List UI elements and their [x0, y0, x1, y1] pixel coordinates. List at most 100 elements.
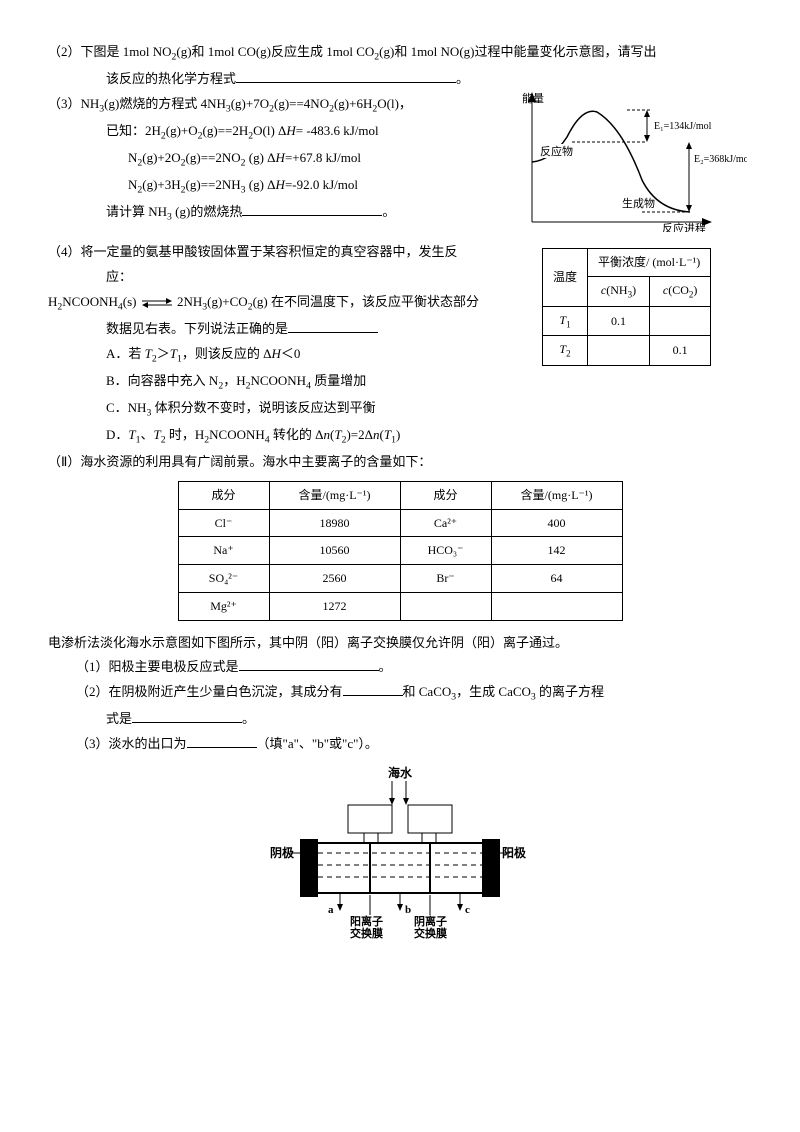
t: (g)+3H — [142, 177, 180, 192]
td: Mg²⁺ — [178, 592, 269, 620]
th: c(NH3) — [588, 277, 650, 306]
e1-label: E₁=134kJ/mol — [654, 121, 712, 132]
t: =+67.8 kJ/mol — [285, 150, 361, 165]
blank — [132, 709, 242, 723]
q4-row: （4）将一定量的氨基甲酸铵固体置于某容积恒定的真空容器中，发生反 应： H2NC… — [48, 240, 752, 450]
q3-k3: N2(g)+3H2(g)==2NH3 (g) ΔH=-92.0 kJ/mol — [48, 173, 522, 200]
xlabel: 反应进程 — [662, 221, 706, 232]
t: (g)+O — [166, 123, 198, 138]
td — [400, 592, 491, 620]
energy-chart-svg: 能量 E₁=134kJ/mol E₂=368kJ/mol 反应物 生成物 反应进… — [522, 92, 747, 232]
t: 该反应的热化学方程式 — [106, 71, 236, 86]
label: b — [405, 904, 411, 916]
t: 式是 — [106, 711, 132, 726]
ion-table-wrap: 成分 含量/(mg·L⁻¹) 成分 含量/(mg·L⁻¹) Cl⁻18980Ca… — [48, 481, 752, 621]
optA: A．若 T2＞T1，则该反应的 ΔH＜0 — [48, 342, 542, 369]
td: T1 — [543, 306, 588, 335]
q4-table-wrap: 温度 平衡浓度/ (mol·L⁻¹) c(NH3) c(CO2) T1 0.1 … — [542, 240, 752, 450]
t: 已知：2H — [106, 123, 161, 138]
ion-table: 成分 含量/(mg·L⁻¹) 成分 含量/(mg·L⁻¹) Cl⁻18980Ca… — [178, 481, 623, 621]
td: SO₄²⁻ — [178, 565, 269, 593]
t: 质量增加 — [311, 373, 366, 388]
t: （2）在阴极附近产生少量白色沉淀，其成分有 — [76, 684, 343, 699]
td: 0.1 — [650, 336, 711, 365]
q4-eq: H2NCOONH4(s) 2NH3(g)+CO2(g) 在不同温度下，该反应平衡… — [48, 290, 542, 317]
t: 。 — [379, 659, 392, 674]
td — [650, 306, 711, 335]
dq2: （2）在阴极附近产生少量白色沉淀，其成分有和 CaCO3，生成 CaCO3 的离… — [48, 680, 752, 707]
td: Br⁻ — [400, 565, 491, 593]
t: （2）下图是 — [48, 44, 123, 59]
t: ，生成 CaCO — [456, 684, 531, 699]
t: ) — [396, 427, 400, 442]
t: 。 — [242, 711, 255, 726]
th: 含量/(mg·L⁻¹) — [491, 481, 622, 509]
q2-line2: 该反应的热化学方程式 。 — [48, 67, 752, 92]
q4-l3: 数据见右表。下列说法正确的是 — [48, 317, 542, 342]
dq3: （3）淡水的出口为（填"a"、"b"或"c"）。 — [48, 732, 752, 757]
t: (g)==2NO — [186, 150, 241, 165]
th: 平衡浓度/ (mol·L⁻¹) — [588, 249, 711, 277]
optC: C．NH3 体积分数不变时，说明该反应达到平衡 — [48, 396, 542, 423]
q4-text: （4）将一定量的氨基甲酸铵固体置于某容积恒定的真空容器中，发生反 应： H2NC… — [48, 240, 542, 450]
q3-l1: （3）NH3(g)燃烧的方程式 4NH3(g)+7O2(g)==4NO2(g)+… — [48, 92, 522, 119]
t: 转化的 Δ — [270, 427, 324, 442]
th: 含量/(mg·L⁻¹) — [269, 481, 400, 509]
t: 应： — [106, 269, 132, 284]
t: 的离子方程 — [536, 684, 604, 699]
blank — [236, 69, 456, 83]
label: 交换膜 — [414, 926, 447, 940]
t: (g)==2H — [203, 123, 249, 138]
t: (s) — [123, 294, 137, 309]
th: c(CO2) — [650, 277, 711, 306]
blank — [239, 657, 379, 671]
td: HCO₃⁻ — [400, 537, 491, 565]
td — [491, 592, 622, 620]
td: 142 — [491, 537, 622, 565]
td: 1272 — [269, 592, 400, 620]
t: C．NH — [106, 400, 146, 415]
t: H — [48, 294, 57, 309]
t: (g)==2NH — [186, 177, 241, 192]
t: A．若 — [106, 346, 145, 361]
reactant-label: 反应物 — [540, 144, 573, 158]
td: 400 — [491, 509, 622, 537]
td: 2560 — [269, 565, 400, 593]
t: ，H — [223, 373, 245, 388]
q2-line1: （2）下图是 1mol NO2(g)和 1mol CO(g)反应生成 1mol … — [48, 40, 752, 67]
t: 2NH — [177, 294, 202, 309]
t: (g) 在不同温度下，该反应平衡状态部分 — [253, 294, 479, 309]
blank — [288, 319, 378, 333]
blank — [187, 734, 257, 748]
t: 。 — [382, 204, 395, 219]
td: 0.1 — [588, 306, 650, 335]
optB: B．向容器中充入 N2，H2NCOONH4 质量增加 — [48, 369, 542, 396]
t: ，则该反应的 Δ — [182, 346, 272, 361]
label: 交换膜 — [350, 926, 383, 940]
t: NCOONH — [250, 373, 306, 388]
dialysis-svg: 海水 阴极 阳极 a b c 阳离子 交换膜 阴离子 — [270, 765, 530, 940]
product-label: 生成物 — [622, 196, 655, 210]
td — [588, 336, 650, 365]
td: 10560 — [269, 537, 400, 565]
t: (g)==4NO — [274, 96, 329, 111]
t: N — [128, 177, 137, 192]
t: N — [128, 150, 137, 165]
q4-l1: （4）将一定量的氨基甲酸铵固体置于某容积恒定的真空容器中，发生反 — [48, 240, 542, 265]
label: a — [328, 904, 334, 916]
t: 。 — [456, 71, 469, 86]
td: 18980 — [269, 509, 400, 537]
label: c — [465, 904, 470, 916]
t: (g) Δ — [246, 177, 276, 192]
blank — [343, 682, 403, 696]
th: 成分 — [178, 481, 269, 509]
t: (g)+CO — [207, 294, 248, 309]
td: Ca²⁺ — [400, 509, 491, 537]
t: (g)的燃烧热 — [172, 204, 242, 219]
blank — [242, 202, 382, 216]
td: Na⁺ — [178, 537, 269, 565]
label: 阴离子 — [414, 914, 447, 928]
t: 体积分数不变时，说明该反应达到平衡 — [151, 400, 375, 415]
t: (g)+2O — [142, 150, 180, 165]
t: 请计算 NH — [106, 204, 167, 219]
